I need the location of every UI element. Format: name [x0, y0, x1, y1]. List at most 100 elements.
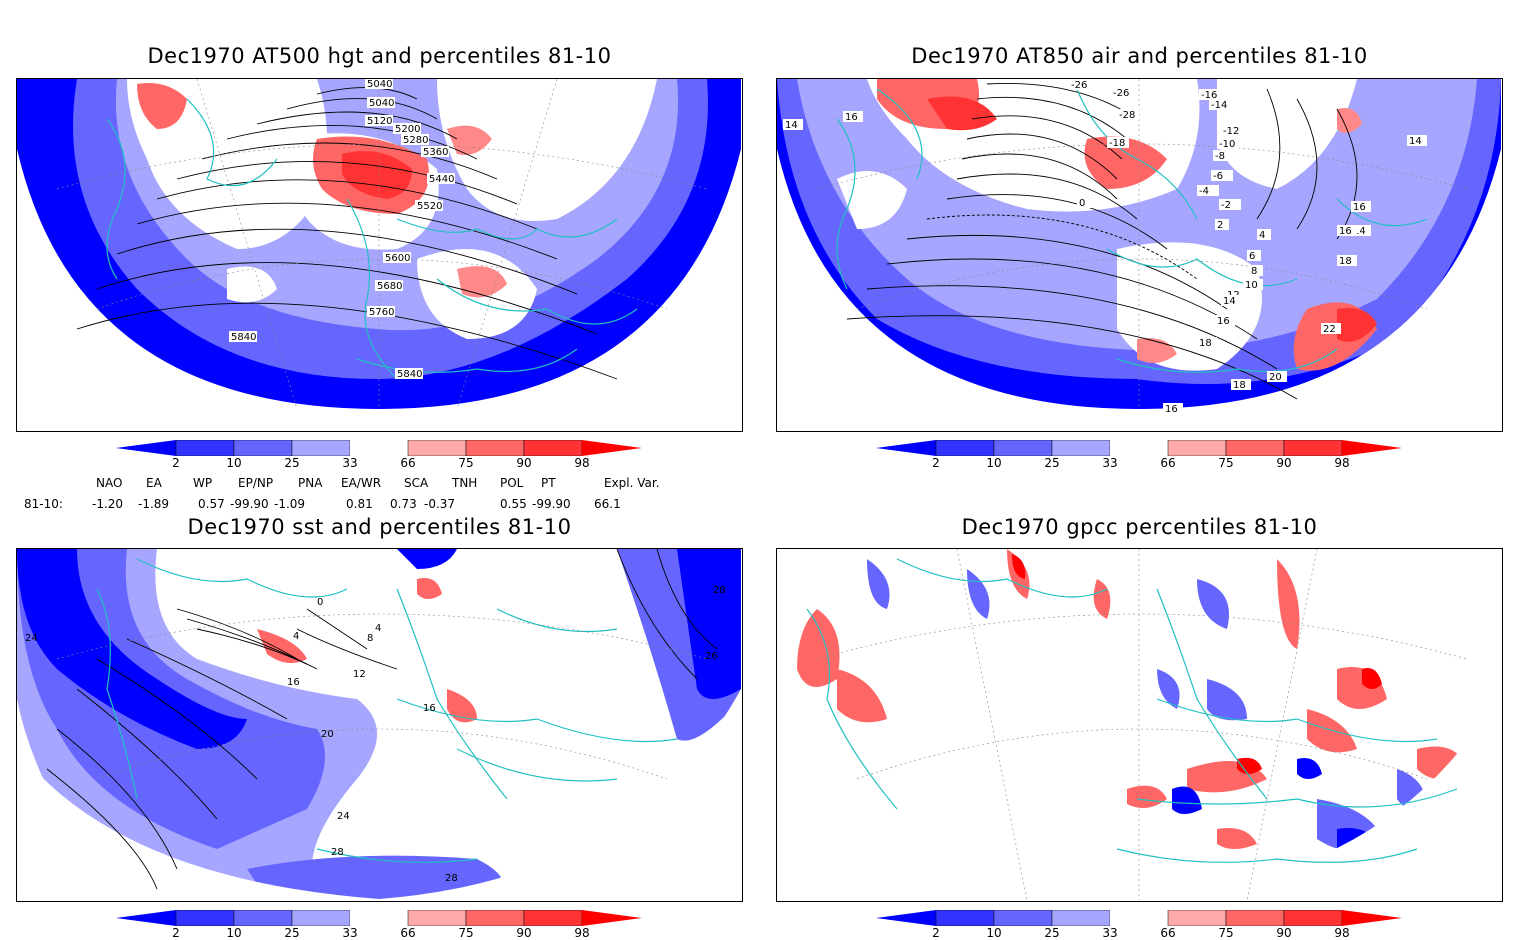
contour-label: 28	[445, 873, 458, 884]
colorbar-tick: 33	[342, 456, 358, 470]
colorbar-tick: 25	[1044, 926, 1060, 940]
colorbar-tick: 33	[1102, 926, 1118, 940]
colorbar-tick: 2	[172, 926, 180, 940]
contour-label: 16	[1353, 202, 1366, 213]
contour-label: 8	[367, 633, 373, 644]
contour-label: 22	[1323, 324, 1336, 335]
panel-title-gpcc: Dec1970 gpcc percentiles 81-10	[961, 515, 1318, 539]
index-header: EA	[146, 476, 162, 490]
colorbar-tick: 25	[1044, 456, 1060, 470]
percentile-red-66	[137, 83, 187, 129]
grid-lines	[816, 79, 1468, 409]
teleconnection-indices: NAO EA WP EP/NP PNA EA/WR SCA TNH POL PT…	[0, 474, 700, 514]
index-row-label: 81-10:	[24, 497, 63, 511]
contour-label: -10	[1219, 139, 1235, 150]
colorbar-bottom-right: 2 10 25 33 66 75 90 98	[876, 909, 1404, 940]
percentile-red-e	[1337, 308, 1377, 342]
colorbar-tick: 66	[1160, 926, 1176, 940]
contour-label: 5600	[385, 253, 410, 264]
contour-label: -14	[1211, 100, 1227, 111]
index-header: WP	[193, 476, 213, 490]
contour-label: -2	[1221, 200, 1231, 211]
map-sst: 0 4 4 8 12 16 16 20 24 24 28 28 28 26	[16, 548, 743, 902]
colorbar-tick: 66	[400, 456, 416, 470]
map-gpcc	[776, 548, 1503, 902]
contour-label: 16	[287, 677, 300, 688]
contour-label: 5280	[403, 135, 428, 146]
colorbar-tick: 66	[1160, 456, 1176, 470]
colorbar-tick: 98	[1334, 456, 1350, 470]
contour-label: 5040	[367, 79, 392, 90]
percentile-red-66b	[447, 125, 492, 155]
index-value: 0.73	[390, 497, 417, 511]
percentile-white-b	[1217, 79, 1357, 189]
percentile-red-f	[1337, 108, 1362, 133]
contour-label-group: 5040 5040 5120 5200 5280 5360 5440 5520 …	[229, 79, 455, 380]
panel-title-sst: Dec1970 sst and percentiles 81-10	[187, 515, 572, 539]
contour-label-group: 0 4 4 8 12 16 16 20 24 24 28 28 28 26	[25, 585, 726, 884]
contour-label: 14	[1223, 296, 1236, 307]
percentile-blue-2	[17, 549, 247, 749]
colorbar-tick: 10	[226, 926, 242, 940]
contour-label: 28	[331, 847, 344, 858]
contour-label: 5840	[397, 369, 422, 380]
index-header: NAO	[96, 476, 123, 490]
contour-label: 16	[845, 112, 858, 123]
precip-red-strong	[1012, 554, 1382, 774]
contour-label: 24	[337, 811, 350, 822]
contour-label: 26	[705, 651, 718, 662]
map-air850: -26 -26 -16 -14 -12 -10 -8 -28 -18 -6 -4…	[776, 78, 1503, 432]
percentile-red-66c	[457, 266, 507, 298]
index-value: -1.89	[138, 497, 170, 511]
contour-label: 24	[25, 633, 38, 644]
percentile-white-d	[837, 171, 907, 229]
contour-label: 16	[423, 703, 436, 714]
colorbar-swatches	[116, 909, 642, 927]
colorbar-tick: 2	[932, 926, 940, 940]
colorbar-tick: 10	[986, 926, 1002, 940]
index-value: 0.57	[198, 497, 225, 511]
contour-label: 18	[1233, 380, 1246, 391]
contour-label: 20	[321, 729, 334, 740]
contour-label: 20	[1269, 372, 1282, 383]
index-value: -1.09	[274, 497, 306, 511]
index-value: -99.90	[532, 497, 571, 511]
index-header: Expl. Var.	[604, 476, 660, 490]
index-value: -0.37	[424, 497, 456, 511]
contour-label: 8	[1251, 266, 1257, 277]
colorbar-bottom-left: 2 10 25 33 66 75 90 98	[116, 909, 644, 940]
contour-label: 5520	[417, 201, 442, 212]
contour-label: 5680	[377, 281, 402, 292]
index-header: PT	[541, 476, 556, 490]
index-value: 66.1	[594, 497, 621, 511]
contour-label: 12	[353, 669, 366, 680]
contour-label: -18	[1109, 138, 1125, 149]
contour-label: 5200	[395, 124, 420, 135]
colorbar-tick: 90	[1276, 456, 1292, 470]
coastlines	[836, 88, 1428, 373]
contour-label: 14	[1353, 226, 1366, 237]
colorbar-tick: 75	[458, 926, 474, 940]
contour-lines	[46, 549, 718, 890]
contour-label: 5840	[231, 332, 256, 343]
colorbar-tick: 90	[1276, 926, 1292, 940]
contour-label: 16	[1165, 404, 1178, 415]
panel-title-air850: Dec1970 AT850 air and percentiles 81-10	[911, 44, 1368, 68]
contour-label: 10	[1245, 280, 1258, 291]
percentile-red-c	[417, 578, 442, 599]
colorbar-swatches	[116, 439, 642, 457]
panel-title-hgt500: Dec1970 AT500 hgt and percentiles 81-10	[147, 44, 612, 68]
contour-label: 2	[1217, 220, 1223, 231]
grid-lines	[816, 549, 1468, 900]
percentile-red-a	[257, 629, 307, 663]
colorbar-top-right: 2 10 25 33 66 75 90 98	[876, 439, 1404, 474]
colorbar-tick: 98	[1334, 926, 1350, 940]
percentile-red-90	[342, 151, 412, 199]
contour-label: -26	[1071, 80, 1087, 91]
grid-lines	[56, 79, 708, 410]
colorbar-tick: 66	[400, 926, 416, 940]
colorbar-tick: 98	[574, 926, 590, 940]
index-value: 0.55	[500, 497, 527, 511]
percentile-red-c	[1084, 136, 1167, 189]
contour-label: -16	[1201, 90, 1217, 101]
